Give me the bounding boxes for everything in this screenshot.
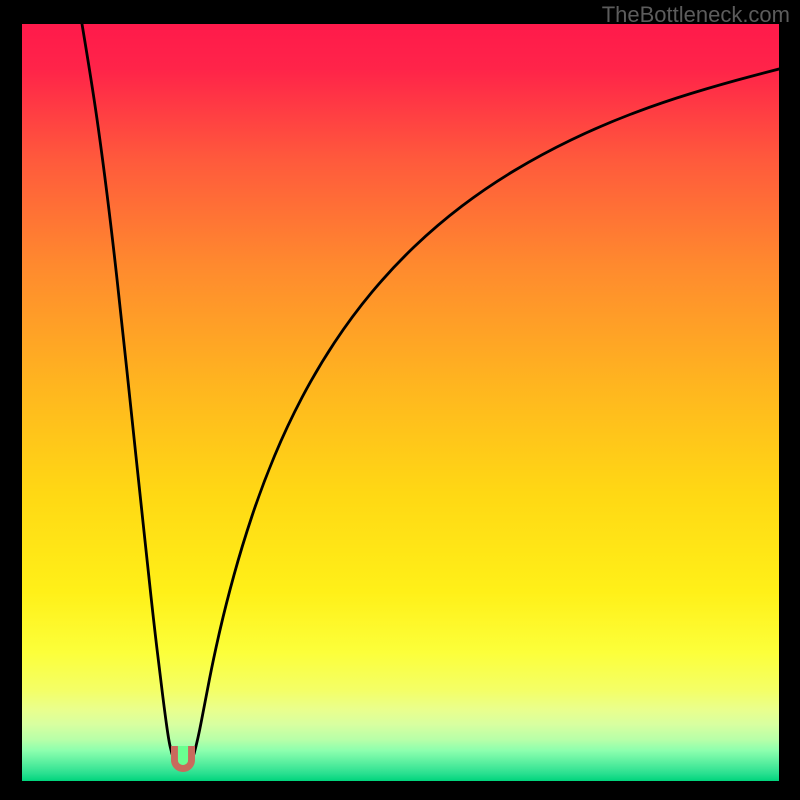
bottleneck-marker-inner [178, 746, 188, 765]
watermark-text: TheBottleneck.com [602, 2, 790, 28]
chart-background [22, 24, 779, 781]
figure-frame: TheBottleneck.com [0, 0, 800, 800]
chart-plot-area [22, 24, 779, 781]
chart-svg [22, 24, 779, 781]
bottleneck-marker [171, 746, 195, 772]
